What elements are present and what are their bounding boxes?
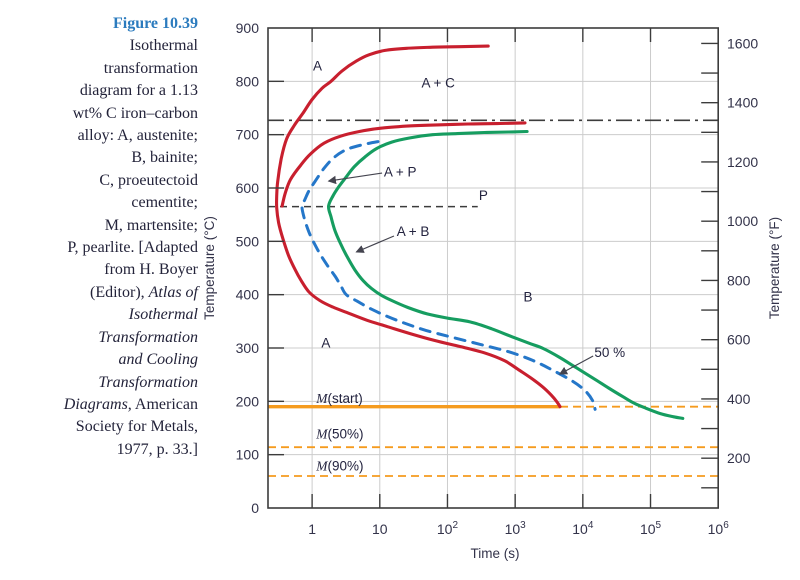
caption-line: C, proeutectoid	[6, 170, 198, 192]
m-start--label: M(start)	[315, 391, 363, 406]
region-label: A + C	[422, 75, 456, 90]
y-axis-title-celsius: Temperature (°C)	[202, 216, 217, 320]
caption-text: 1977, p. 33.]	[116, 440, 198, 458]
celsius-tick-label: 400	[236, 287, 260, 303]
caption-line: Transformation	[6, 372, 198, 394]
caption-line: Diagrams, American	[6, 394, 198, 416]
celsius-tick-label: 200	[236, 393, 260, 409]
caption-text: from H. Boyer	[104, 261, 198, 279]
caption-line: P, pearlite. [Adapted	[6, 237, 198, 259]
fahrenheit-tick-label: 400	[727, 391, 751, 407]
caption-line: transformation	[6, 58, 198, 80]
region-label: A	[313, 58, 322, 73]
caption-text: wt% C iron–carbon	[72, 104, 198, 122]
annotation-arrow	[558, 355, 594, 375]
celsius-tick-label: 800	[236, 73, 260, 89]
m-90--label: M(90%)	[315, 458, 363, 473]
caption-line: M, martensite;	[6, 215, 198, 237]
fahrenheit-tick-label: 800	[727, 272, 751, 288]
caption-line: Society for Metals,	[6, 416, 198, 438]
time-tick-label: 105	[640, 520, 662, 537]
caption-text: American	[131, 395, 198, 413]
caption-text: P, pearlite. [Adapted	[67, 239, 198, 257]
caption-text: cementite;	[131, 194, 198, 212]
caption-line: wt% C iron–carbon	[6, 103, 198, 125]
caption-line: alloy: A, austenite;	[6, 125, 198, 147]
caption-text: Figure 10.39	[112, 15, 198, 32]
region-label: A	[321, 336, 330, 351]
region-label: A + P	[384, 165, 417, 180]
pearlite-line-label: P	[479, 188, 488, 203]
celsius-tick-label: 600	[236, 180, 260, 196]
region-label: A + B	[397, 224, 430, 239]
caption-text: Atlas of	[148, 283, 198, 301]
celsius-tick-label: 500	[236, 233, 260, 249]
caption-line: Figure 10.39	[6, 13, 198, 35]
caption-text: Transformation	[98, 328, 198, 346]
caption-line: diagram for a 1.13	[6, 80, 198, 102]
caption-text: and Cooling	[118, 351, 198, 369]
plot-border	[267, 27, 720, 509]
caption-line: 1977, p. 33.]	[6, 439, 198, 461]
caption-text: Society for Metals,	[75, 418, 198, 436]
curve-transformation-finish	[326, 129, 685, 420]
fahrenheit-tick-label: 1200	[727, 154, 758, 170]
celsius-tick-label: 900	[236, 20, 260, 36]
annotation-arrow	[355, 235, 395, 253]
caption-text: alloy: A, austenite;	[77, 127, 198, 145]
caption-text: Diagrams,	[63, 395, 132, 413]
caption-text: B, bainite;	[131, 149, 198, 167]
m-50--label: M(50%)	[315, 426, 363, 441]
caption-text: M, martensite;	[104, 216, 198, 234]
region-label: B	[524, 289, 533, 304]
y-axis-title-fahrenheit: Temperature (°F)	[767, 217, 782, 319]
time-tick-label: 102	[437, 520, 459, 537]
caption-line: and Cooling	[6, 349, 198, 371]
caption-text: Isothermal	[129, 37, 198, 55]
time-tick-label: 106	[708, 520, 730, 537]
caption-text: diagram for a 1.13	[79, 82, 198, 100]
caption-line: Transformation	[6, 327, 198, 349]
caption-line: cementite;	[6, 192, 198, 214]
caption-line: Isothermal	[6, 304, 198, 326]
caption-text: C, proeutectoid	[99, 171, 198, 189]
caption-text: transformation	[103, 59, 198, 77]
caption-text: (Editor),	[90, 283, 149, 301]
fahrenheit-tick-label: 1400	[727, 95, 758, 111]
fahrenheit-tick-label: 1000	[727, 213, 758, 229]
caption-line: Isothermal	[6, 35, 198, 57]
celsius-tick-label: 100	[236, 447, 260, 463]
time-tick-label: 103	[505, 520, 527, 537]
fahrenheit-tick-label: 1600	[727, 35, 758, 51]
fahrenheit-tick-label: 600	[727, 332, 751, 348]
curve-50-transformation	[300, 140, 597, 411]
celsius-tick-label: 300	[236, 340, 260, 356]
curve-transformation-start	[274, 44, 562, 409]
caption-text: Transformation	[98, 373, 198, 391]
caption-text: Isothermal	[128, 306, 198, 324]
annotation-arrow	[327, 172, 383, 185]
caption-line: from H. Boyer	[6, 259, 198, 281]
celsius-tick-label: 0	[251, 500, 259, 516]
x-axis-title: Time (s)	[471, 546, 520, 561]
figure-caption: Figure 10.39 Isothermal transformation diag…	[6, 13, 198, 461]
caption-line: (Editor), Atlas of	[6, 282, 198, 304]
caption-line: B, bainite;	[6, 147, 198, 169]
fahrenheit-tick-label: 200	[727, 450, 751, 466]
time-tick-label: 1	[308, 521, 316, 537]
celsius-tick-label: 700	[236, 127, 260, 143]
curve-pearlite-start-upper-branch	[280, 121, 527, 208]
time-tick-label: 104	[572, 520, 594, 537]
time-tick-label: 10	[372, 521, 388, 537]
region-label: 50 %	[594, 345, 625, 360]
